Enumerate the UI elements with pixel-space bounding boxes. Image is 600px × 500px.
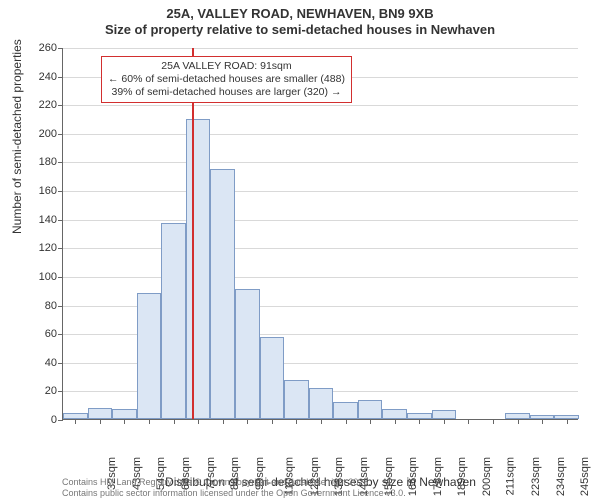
x-tick-label: 166sqm <box>407 457 419 496</box>
x-tick-mark <box>198 419 199 424</box>
histogram-bar <box>235 289 260 419</box>
histogram-bar <box>284 380 309 419</box>
x-tick-label: 178sqm <box>432 457 444 496</box>
y-tick-mark <box>58 105 63 106</box>
title-line2: Size of property relative to semi-detach… <box>0 22 600 38</box>
y-tick-mark <box>58 191 63 192</box>
x-tick-mark <box>272 419 273 424</box>
callout-line1: 25A VALLEY ROAD: 91sqm <box>108 60 345 73</box>
y-tick-label: 40 <box>23 357 57 369</box>
y-tick-label: 200 <box>23 128 57 140</box>
y-tick-label: 20 <box>23 385 57 397</box>
x-tick-mark <box>100 419 101 424</box>
title-block: 25A, VALLEY ROAD, NEWHAVEN, BN9 9XB Size… <box>0 0 600 39</box>
x-tick-mark <box>370 419 371 424</box>
histogram-bar <box>432 410 457 419</box>
x-tick-mark <box>346 419 347 424</box>
histogram-bar <box>161 223 186 419</box>
x-tick-mark <box>493 419 494 424</box>
histogram-bar <box>260 337 285 419</box>
title-line1: 25A, VALLEY ROAD, NEWHAVEN, BN9 9XB <box>0 6 600 22</box>
gridline <box>63 162 578 163</box>
x-tick-label: 189sqm <box>456 457 468 496</box>
x-tick-mark <box>542 419 543 424</box>
footer-line2: Contains public sector information licen… <box>62 488 406 498</box>
histogram-bar <box>186 119 211 419</box>
histogram-bar <box>309 388 334 419</box>
y-tick-label: 260 <box>23 42 57 54</box>
gridline <box>63 248 578 249</box>
y-axis-title: Number of semi-detached properties <box>10 39 24 234</box>
x-tick-label: 245sqm <box>579 457 591 496</box>
histogram-bar <box>358 400 383 419</box>
y-tick-mark <box>58 334 63 335</box>
plot-area: Distribution of semi-detached houses by … <box>62 48 578 420</box>
histogram-bar <box>112 409 137 419</box>
x-tick-label: 200sqm <box>481 457 493 496</box>
y-tick-label: 80 <box>23 300 57 312</box>
gridline <box>63 220 578 221</box>
y-tick-label: 120 <box>23 242 57 254</box>
y-tick-mark <box>58 48 63 49</box>
x-tick-mark <box>395 419 396 424</box>
x-tick-mark <box>124 419 125 424</box>
callout-box: 25A VALLEY ROAD: 91sqm ← 60% of semi-det… <box>101 56 352 103</box>
histogram-bar <box>137 293 162 419</box>
x-tick-mark <box>321 419 322 424</box>
y-tick-mark <box>58 277 63 278</box>
x-tick-mark <box>419 419 420 424</box>
y-tick-mark <box>58 134 63 135</box>
x-tick-label: 234sqm <box>555 457 567 496</box>
gridline <box>63 105 578 106</box>
histogram-bar <box>382 409 407 419</box>
footer-line1: Contains HM Land Registry data © Crown c… <box>62 477 406 487</box>
y-tick-mark <box>58 391 63 392</box>
y-tick-label: 60 <box>23 328 57 340</box>
x-tick-mark <box>174 419 175 424</box>
x-tick-label: 211sqm <box>505 457 517 495</box>
histogram-bar <box>210 169 235 419</box>
y-tick-label: 180 <box>23 156 57 168</box>
y-tick-label: 220 <box>23 99 57 111</box>
x-tick-mark <box>247 419 248 424</box>
x-tick-mark <box>468 419 469 424</box>
callout-line2: ← 60% of semi-detached houses are smalle… <box>108 73 345 86</box>
chart-container: 25A, VALLEY ROAD, NEWHAVEN, BN9 9XB Size… <box>0 0 600 500</box>
y-tick-mark <box>58 420 63 421</box>
histogram-bar <box>88 408 113 419</box>
x-tick-mark <box>567 419 568 424</box>
x-tick-mark <box>223 419 224 424</box>
y-tick-label: 140 <box>23 214 57 226</box>
gridline <box>63 277 578 278</box>
y-tick-label: 100 <box>23 271 57 283</box>
x-tick-mark <box>444 419 445 424</box>
y-tick-label: 160 <box>23 185 57 197</box>
callout-line3: 39% of semi-detached houses are larger (… <box>108 86 345 99</box>
gridline <box>63 134 578 135</box>
y-tick-mark <box>58 162 63 163</box>
histogram-bar <box>333 402 358 419</box>
y-tick-label: 0 <box>23 414 57 426</box>
x-tick-mark <box>149 419 150 424</box>
y-tick-mark <box>58 77 63 78</box>
x-tick-mark <box>518 419 519 424</box>
footer: Contains HM Land Registry data © Crown c… <box>62 477 406 498</box>
y-tick-mark <box>58 248 63 249</box>
marker-line <box>192 48 194 419</box>
gridline <box>63 48 578 49</box>
y-tick-label: 240 <box>23 71 57 83</box>
x-tick-label: 223sqm <box>530 457 542 496</box>
x-tick-mark <box>296 419 297 424</box>
y-tick-mark <box>58 220 63 221</box>
x-tick-mark <box>75 419 76 424</box>
y-tick-mark <box>58 363 63 364</box>
y-tick-mark <box>58 306 63 307</box>
gridline <box>63 191 578 192</box>
